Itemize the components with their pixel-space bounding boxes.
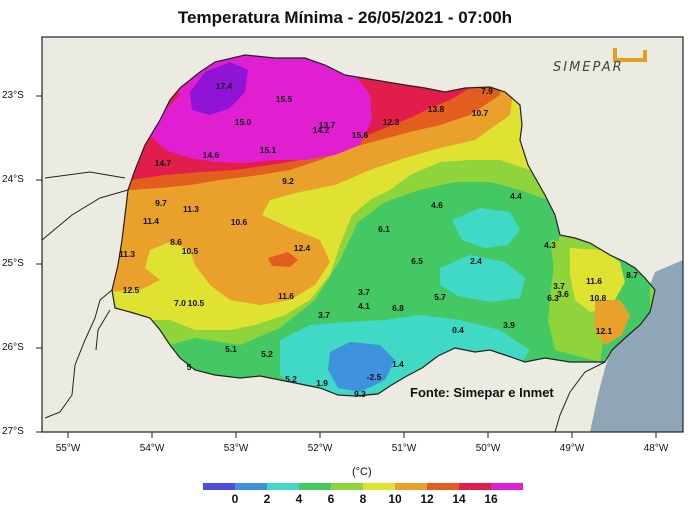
source-note: Fonte: Simepar e Inmet — [410, 385, 554, 400]
legend-swatch — [459, 483, 491, 490]
reading-label: 1.9 — [316, 378, 328, 388]
lon-label-54w: 54°W — [139, 443, 165, 454]
reading-label: 5.2 — [261, 349, 273, 359]
reading-label: 9.2 — [282, 176, 294, 186]
lon-label-48w: 48°W — [643, 443, 669, 454]
legend-swatch — [235, 483, 267, 490]
reading-label: 15.5 — [275, 94, 293, 104]
legend-tick: 6 — [327, 492, 335, 506]
reading-label: 4.1 — [358, 301, 370, 311]
reading-label: 10.7 — [471, 108, 489, 118]
reading-label: 5.7 — [434, 292, 446, 302]
reading-label: 3.7 — [318, 310, 330, 320]
legend-unit: (°C) — [352, 466, 372, 478]
simepar-logo — [613, 48, 647, 62]
lon-label-49w: 49°W — [559, 443, 585, 454]
reading-label: 10.6 — [230, 217, 248, 227]
reading-label: 11.3 — [182, 204, 200, 214]
legend-swatch — [491, 483, 523, 490]
legend-tick: 14 — [452, 492, 466, 506]
legend-swatch — [363, 483, 395, 490]
reading-label: 3.7 — [358, 287, 370, 297]
reading-label: 10.8 — [589, 293, 607, 303]
reading-label: 5.1 — [225, 344, 237, 354]
legend-tick: 2 — [263, 492, 271, 506]
logo-text: SIMEPAR — [553, 60, 624, 75]
reading-label: 8.6 — [170, 237, 182, 247]
map-frame — [41, 36, 684, 433]
lat-label-26s: 26°S — [2, 342, 24, 353]
legend-tick: 4 — [295, 492, 303, 506]
reading-label: 2.4 — [470, 256, 482, 266]
reading-label: 6.1 — [378, 224, 390, 234]
reading-label: 10.5 — [181, 246, 199, 256]
reading-label: 8.7 — [626, 270, 638, 280]
reading-label: 1.4 — [392, 359, 404, 369]
lat-label-23s: 23°S — [2, 90, 24, 101]
legend-tick: 0 — [231, 492, 239, 506]
reading-label: 3.9 — [503, 320, 515, 330]
reading-label: 11.3 — [118, 249, 136, 259]
legend-tick: 12 — [420, 492, 434, 506]
reading-label: 6.3 — [547, 293, 559, 303]
reading-label: 3.6 — [557, 289, 569, 299]
map-title: Temperatura Mínima - 26/05/2021 - 07:00h — [177, 8, 513, 27]
reading-label: 15.0 — [234, 117, 252, 127]
reading-label: 11.6 — [277, 291, 295, 301]
reading-label: 7.9 — [481, 86, 493, 96]
lat-label-25s: 25°S — [2, 258, 24, 269]
reading-label: 4.3 — [544, 240, 556, 250]
reading-label: 12.4 — [293, 243, 311, 253]
reading-label: 6.8 — [392, 303, 404, 313]
reading-label: -2.5 — [366, 372, 382, 382]
reading-label: 17.4 — [215, 81, 233, 91]
reading-label: 14.2 — [312, 125, 330, 135]
reading-label: 12.1 — [595, 326, 613, 336]
legend-tick: 16 — [484, 492, 498, 506]
reading-label: 14.7 — [154, 158, 172, 168]
lon-label-51w: 51°W — [391, 443, 417, 454]
reading-label: 5.2 — [285, 374, 297, 384]
reading-label: 11.4 — [142, 216, 160, 226]
lon-label-50w: 50°W — [475, 443, 501, 454]
reading-label: 14.6 — [202, 150, 220, 160]
reading-label: 12.5 — [122, 285, 140, 295]
legend-tick: 10 — [388, 492, 402, 506]
legend-swatch — [299, 483, 331, 490]
lon-label-55w: 55°W — [55, 443, 81, 454]
reading-label: 7.0 — [174, 298, 186, 308]
legend-swatch — [395, 483, 427, 490]
lon-label-52w: 52°W — [307, 443, 333, 454]
legend-tick: 8 — [359, 492, 367, 506]
ocean-area — [590, 260, 683, 432]
neighbour-borders — [41, 171, 606, 433]
legend-swatch — [427, 483, 459, 490]
reading-label: 15.6 — [351, 130, 369, 140]
lat-label-27s: 27°S — [2, 426, 24, 437]
reading-label: 10.5 — [187, 298, 205, 308]
legend-swatch — [331, 483, 363, 490]
reading-label: 13.7 — [318, 120, 336, 130]
lat-label-24s: 24°S — [2, 174, 24, 185]
reading-label: 0.4 — [452, 325, 464, 335]
reading-label: 5 — [186, 362, 192, 372]
legend-swatch — [267, 483, 299, 490]
reading-label: 11.6 — [585, 276, 603, 286]
reading-label: 13.8 — [427, 104, 445, 114]
reading-label: 9.3 — [354, 389, 366, 399]
reading-label: 4.6 — [431, 200, 443, 210]
lon-label-53w: 53°W — [223, 443, 249, 454]
legend-swatch — [203, 483, 235, 490]
axis-ticks — [36, 95, 657, 438]
temperature-fill — [112, 55, 655, 396]
reading-label: 12.3 — [382, 117, 400, 127]
reading-label: 4.4 — [510, 191, 522, 201]
reading-label: 15.1 — [259, 145, 277, 155]
reading-label: 9.7 — [155, 198, 167, 208]
reading-label: 3.7 — [553, 281, 565, 291]
reading-label: 6.5 — [411, 256, 423, 266]
